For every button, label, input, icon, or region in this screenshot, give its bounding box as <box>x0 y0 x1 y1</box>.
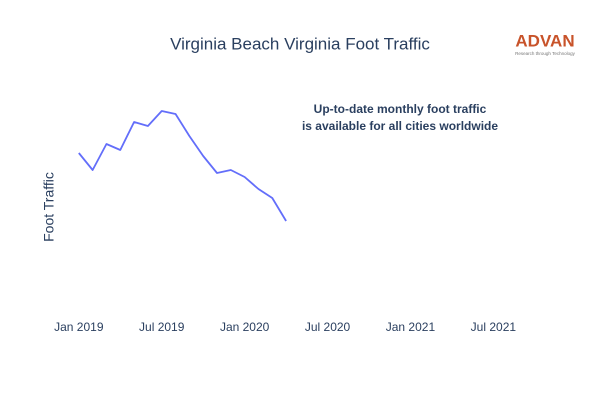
x-tick-label: Jul 2020 <box>305 320 351 334</box>
annotation: is available for all cities worldwide <box>302 119 498 133</box>
y-axis-label: Foot Traffic <box>41 172 57 242</box>
x-tick-label: Jul 2019 <box>139 320 185 334</box>
x-tick-label: Jan 2021 <box>386 320 436 334</box>
annotation: Up-to-date monthly foot traffic <box>314 102 487 116</box>
x-tick-label: Jan 2019 <box>54 320 104 334</box>
x-tick-label: Jul 2021 <box>471 320 517 334</box>
x-tick-label: Jan 2020 <box>220 320 270 334</box>
logo: ADVAN <box>515 31 574 50</box>
chart-title: Virginia Beach Virginia Foot Traffic <box>170 34 430 53</box>
line <box>78 110 287 222</box>
logo-tagline: Research through Technology <box>515 51 575 56</box>
